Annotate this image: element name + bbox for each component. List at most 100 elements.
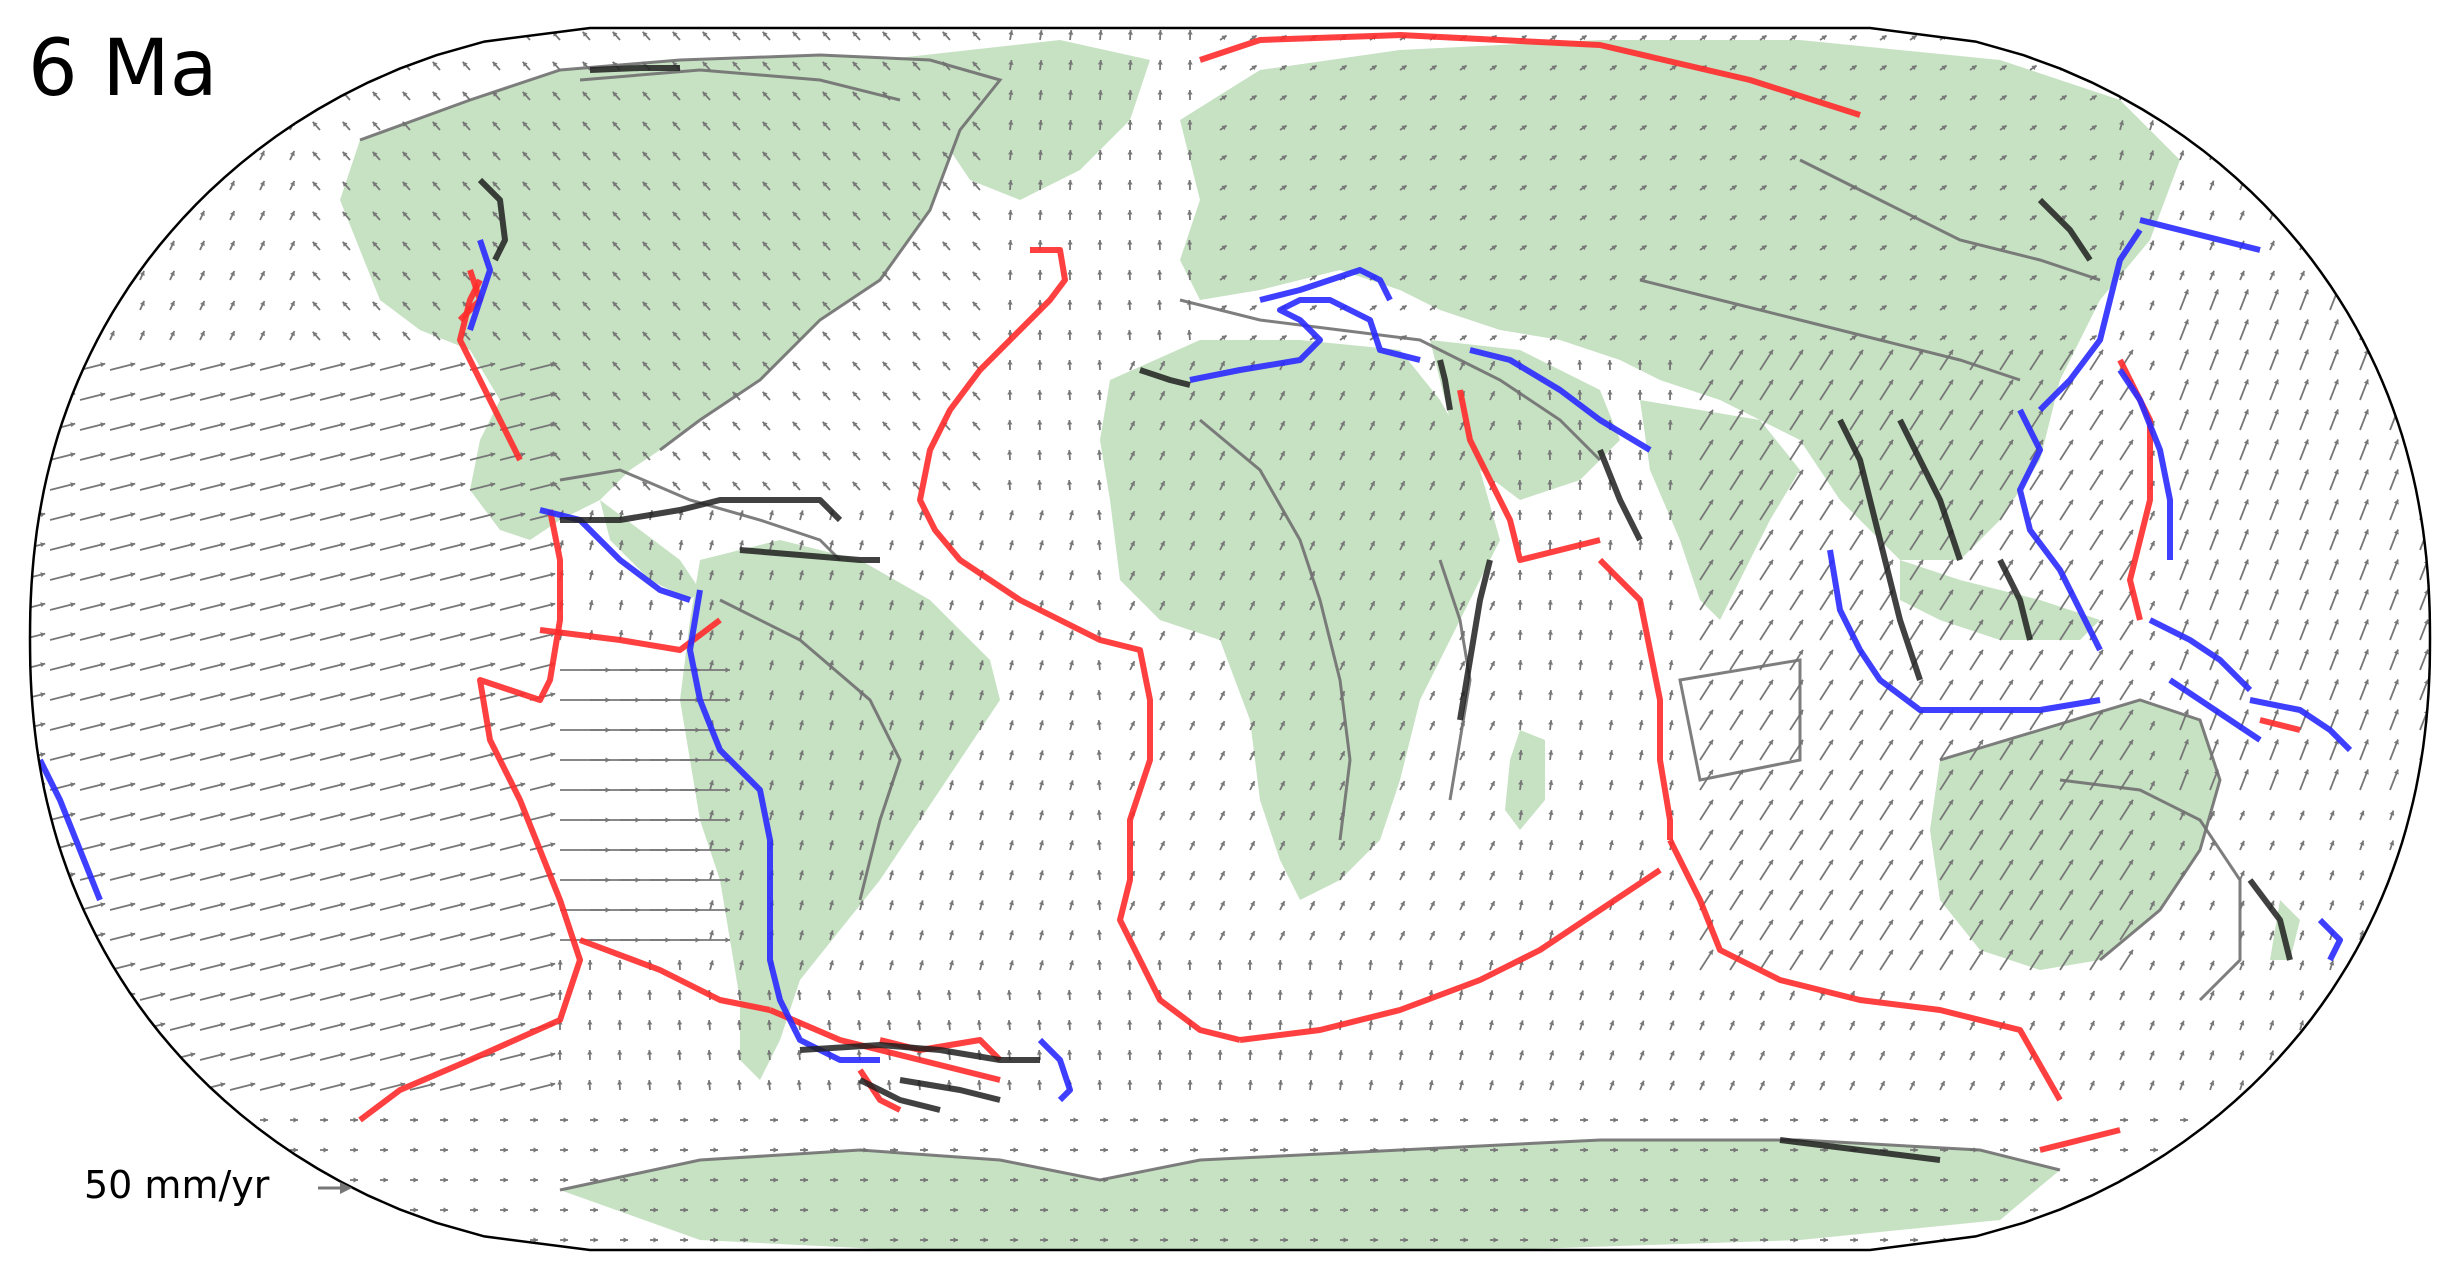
velocity-vector-head (732, 421, 738, 427)
velocity-vector-head (642, 331, 648, 337)
velocity-vector-head (1431, 305, 1437, 311)
velocity-vector-head (1097, 120, 1103, 125)
velocity-vector-head (1251, 35, 1257, 41)
velocity-vector (2419, 240, 2426, 251)
velocity-vector (2299, 60, 2305, 71)
velocity-vector-head (312, 301, 318, 307)
velocity-vector-head (1280, 421, 1285, 427)
velocity-vector-head (2299, 60, 2305, 66)
velocity-vector-head (1007, 420, 1013, 425)
velocity-vector-head (2031, 125, 2037, 131)
velocity-vector-head (1157, 180, 1163, 185)
velocity-vector-head (1220, 361, 1225, 367)
velocity-vector (2419, 900, 2424, 911)
velocity-vector-head (942, 121, 948, 127)
velocity-vector-head (312, 121, 318, 127)
velocity-vector (2119, 60, 2124, 71)
velocity-vector-head (70, 452, 76, 458)
velocity-vector-head (732, 301, 738, 307)
velocity-vector-head (762, 361, 768, 367)
velocity-vector-head (1821, 275, 1827, 281)
velocity-vector-head (522, 271, 528, 277)
velocity-vector-head (2243, 409, 2249, 415)
velocity-vector-head (1798, 409, 1803, 415)
velocity-vector-head (1911, 95, 1917, 101)
velocity-vector-head (642, 151, 648, 157)
velocity-vector-head (1007, 390, 1013, 395)
velocity-vector-head (1341, 65, 1347, 71)
velocity-vector-head (430, 392, 436, 398)
velocity-vector-head (1461, 125, 1467, 131)
velocity-vector-head (1157, 60, 1163, 65)
velocity-vector (2389, 319, 2399, 341)
velocity-vector (2239, 90, 2245, 101)
velocity-vector-head (372, 211, 378, 217)
velocity-vector-head (492, 61, 498, 67)
velocity-vector (20, 180, 23, 190)
velocity-vector-head (642, 211, 648, 217)
velocity-vector-head (2001, 35, 2007, 41)
velocity-vector-head (2333, 319, 2339, 325)
velocity-vector-head (1281, 335, 1287, 341)
velocity-vector-head (1551, 95, 1557, 101)
velocity-vector-head (1281, 65, 1287, 71)
velocity-vector-head (1190, 391, 1195, 397)
velocity-vector-head (49, 180, 55, 186)
velocity-vector (2359, 60, 2365, 71)
velocity-vector (20, 211, 23, 221)
velocity-vector-head (1551, 275, 1557, 281)
velocity-vector-head (702, 151, 708, 157)
velocity-vector (2419, 840, 2424, 851)
velocity-vector-head (372, 91, 378, 97)
velocity-vector-head (702, 301, 708, 307)
velocity-vector-head (972, 421, 978, 427)
velocity-vector-head (942, 31, 948, 37)
velocity-vector-head (1461, 155, 1467, 161)
velocity-vector-head (290, 241, 295, 247)
velocity-vector-head (2420, 211, 2425, 217)
velocity-vector-head (2149, 120, 2155, 126)
velocity-vector-head (762, 451, 768, 457)
velocity-vector-head (1577, 420, 1583, 425)
velocity-vector-head (2299, 180, 2305, 187)
velocity-vector-head (1157, 270, 1163, 275)
velocity-vector-head (1971, 305, 1977, 311)
velocity-vector-head (1971, 335, 1977, 341)
velocity-vector-head (70, 422, 76, 428)
velocity-vector-head (2091, 35, 2097, 41)
velocity-vector-head (1521, 95, 1527, 101)
velocity-vector-head (2239, 150, 2245, 156)
velocity-vector-head (260, 331, 265, 337)
velocity-vector-head (169, 180, 175, 186)
velocity-vector (312, 91, 321, 101)
velocity-vector-head (49, 120, 55, 126)
velocity-vector-head (1157, 30, 1163, 35)
velocity-vector-head (1067, 150, 1073, 155)
velocity-vector-head (702, 61, 708, 67)
velocity-vector-head (2118, 90, 2124, 96)
velocity-vector-head (2119, 300, 2125, 306)
velocity-vector-head (552, 421, 558, 427)
velocity-vector-head (762, 91, 768, 97)
velocity-vector-head (1371, 185, 1377, 191)
velocity-vector-head (1671, 245, 1677, 251)
velocity-vector-head (2209, 240, 2215, 246)
velocity-vector-head (2329, 30, 2335, 36)
velocity-vector-head (1401, 305, 1407, 311)
velocity-vector-head (430, 422, 436, 428)
velocity-vector-head (702, 211, 708, 217)
velocity-vector-head (2329, 120, 2335, 126)
velocity-vector-head (1761, 125, 1767, 131)
velocity-vector (2239, 30, 2244, 41)
velocity-vector-head (2333, 379, 2339, 385)
velocity-vector-head (1341, 335, 1347, 341)
velocity-vector (2359, 30, 2365, 41)
velocity-vector-head (1037, 180, 1043, 185)
madagascar-continent (1505, 730, 1545, 830)
velocity-vector-head (1768, 379, 1773, 385)
velocity-vector-head (109, 180, 115, 186)
velocity-vector-head (582, 91, 588, 97)
velocity-vector-head (430, 362, 436, 368)
velocity-vector-head (79, 150, 85, 156)
velocity-vector-head (1187, 90, 1193, 95)
